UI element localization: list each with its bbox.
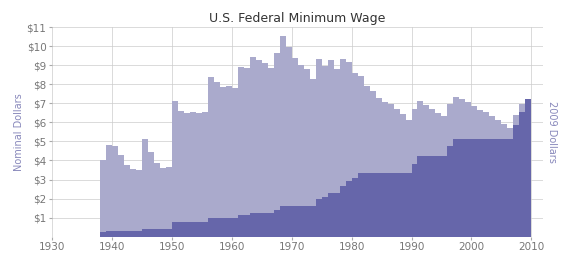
Y-axis label: 2009 Dollars: 2009 Dollars bbox=[547, 101, 557, 163]
Title: U.S. Federal Minimum Wage: U.S. Federal Minimum Wage bbox=[209, 12, 386, 25]
Y-axis label: Nominal Dollars: Nominal Dollars bbox=[14, 93, 24, 171]
